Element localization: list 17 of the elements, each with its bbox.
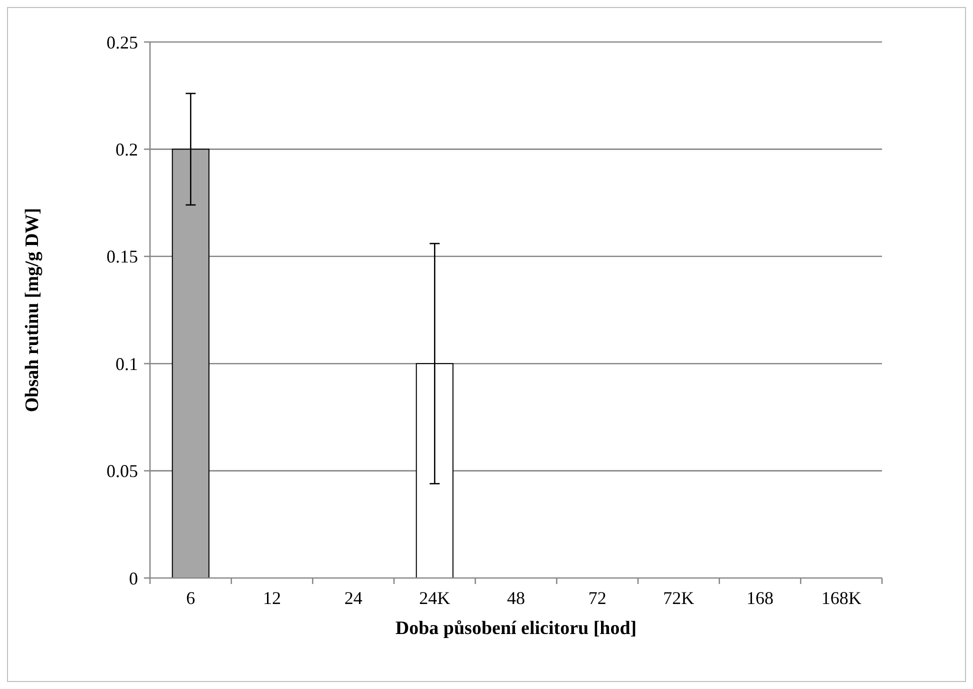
- y-tick-label: 0.05: [106, 461, 138, 482]
- x-tick-label: 48: [507, 588, 525, 608]
- x-tick-label: 6: [186, 588, 196, 608]
- y-tick-label: 0: [129, 568, 138, 588]
- x-tick-label: 72: [588, 588, 606, 608]
- x-tick-label: 12: [263, 588, 281, 608]
- x-axis-title: Doba působení elicitoru [hod]: [395, 618, 637, 639]
- x-tick-label: 72K: [663, 588, 694, 608]
- x-tick-label: 168K: [821, 588, 862, 608]
- y-tick-label: 0.25: [106, 32, 138, 52]
- x-tick-label: 168: [746, 588, 774, 608]
- y-tick-label: 0.2: [116, 140, 138, 160]
- y-tick-label: 0.1: [116, 354, 138, 374]
- y-axis-title: Obsah rutinu [mg/g DW]: [22, 208, 43, 412]
- y-tick-label: 0.15: [106, 246, 138, 267]
- x-tick-label: 24: [344, 588, 362, 608]
- x-tick-label: 24K: [419, 588, 450, 608]
